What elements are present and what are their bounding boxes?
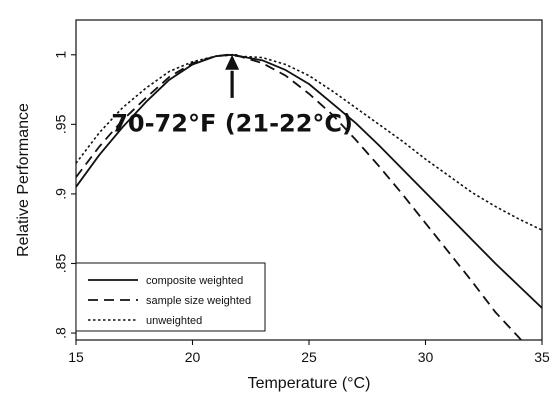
y-tick-label: .85 — [53, 254, 69, 274]
annotation-label: 70-72°F (21-22°C) — [111, 109, 353, 137]
x-tick-label: 15 — [68, 349, 84, 365]
legend-label: sample size weighted — [146, 295, 251, 307]
y-tick-label: .8 — [53, 327, 69, 339]
legend-box — [75, 262, 266, 332]
y-tick-label: 1 — [53, 51, 69, 59]
series-layer — [76, 53, 542, 340]
x-axis: 15 20 25 30 35 — [68, 340, 550, 365]
x-axis-label: Temperature (°C) — [248, 375, 371, 392]
legend-label: composite weighted — [146, 275, 243, 287]
series-line-unweighted — [76, 53, 542, 231]
y-axis-label: Relative Performance — [15, 103, 32, 257]
y-tick-label: .95 — [53, 114, 69, 134]
series-line-composite-weighted — [76, 53, 542, 309]
y-tick-label: .9 — [53, 188, 69, 200]
annotation-arrow-head — [225, 54, 240, 70]
legend: composite weighted sample size weighted un… — [75, 262, 266, 332]
annotation-layer: 70-72°F (21-22°C) — [111, 54, 353, 137]
y-axis: .8 .85 .9 .95 1 — [53, 51, 76, 339]
legend-label: unweighted — [146, 315, 202, 327]
x-tick-label: 25 — [301, 349, 317, 365]
x-tick-label: 20 — [185, 349, 201, 365]
x-tick-label: 30 — [418, 349, 434, 365]
x-tick-label: 35 — [534, 349, 550, 365]
series-line-sample-size-weighted — [76, 53, 523, 340]
